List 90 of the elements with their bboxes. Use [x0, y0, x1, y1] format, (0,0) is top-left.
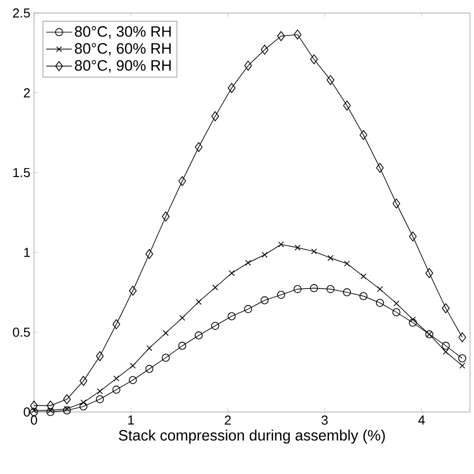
- point: [294, 285, 302, 294]
- point: [244, 305, 252, 314]
- point: [62, 406, 71, 414]
- point: [162, 211, 170, 222]
- point: [277, 31, 285, 42]
- point: [326, 75, 334, 86]
- point: [408, 318, 417, 327]
- point: [112, 319, 120, 330]
- point: [260, 44, 268, 55]
- point: [392, 198, 400, 209]
- point: [46, 408, 54, 416]
- point: [310, 54, 318, 64]
- point: [442, 303, 450, 314]
- x-axis-title: Stack compression during assembly (%): [118, 430, 385, 444]
- point: [442, 342, 450, 350]
- point: [393, 300, 400, 306]
- point: [376, 162, 384, 173]
- point: [442, 348, 449, 355]
- point: [178, 176, 186, 186]
- point: [343, 100, 351, 111]
- point: [80, 376, 88, 386]
- x-tick-label: 1: [128, 416, 134, 424]
- x-tick-label: 2: [224, 416, 231, 425]
- point: [63, 394, 71, 404]
- legend-label: 80°C, 30% RH: [74, 26, 171, 39]
- point: [311, 248, 317, 254]
- point: [128, 286, 137, 296]
- point: [262, 252, 268, 258]
- point: [130, 362, 136, 369]
- point: [328, 255, 334, 261]
- point: [145, 364, 154, 373]
- point: [245, 260, 252, 266]
- y-tick-label: 1: [24, 248, 30, 257]
- point: [342, 288, 351, 296]
- point: [392, 308, 400, 316]
- point: [113, 376, 120, 382]
- point: [79, 402, 88, 410]
- point: [310, 284, 318, 292]
- point: [459, 362, 466, 369]
- point: [178, 342, 186, 350]
- y-tick-label: 1.5: [13, 168, 30, 178]
- point: [294, 244, 300, 251]
- point: [128, 376, 137, 384]
- point: [64, 406, 70, 412]
- point: [376, 298, 384, 307]
- point: [211, 111, 220, 122]
- x-tick-label: 4: [418, 416, 425, 424]
- point: [145, 248, 154, 259]
- legend-label: 80°C, 90% RH: [74, 60, 171, 73]
- point: [96, 395, 104, 404]
- point: [359, 292, 368, 300]
- point: [212, 284, 218, 290]
- point: [344, 260, 350, 267]
- point: [228, 312, 236, 320]
- point: [278, 241, 284, 248]
- point: [162, 354, 170, 362]
- y-tick-label: 0.5: [12, 328, 30, 337]
- point: [194, 331, 203, 340]
- x-tick-label: 3: [322, 416, 328, 425]
- y-tick-label: 2.5: [13, 8, 30, 18]
- point: [326, 285, 334, 294]
- y-tick-label: 0: [24, 407, 30, 417]
- point: [260, 296, 269, 304]
- point: [112, 386, 120, 394]
- point: [294, 30, 302, 40]
- point: [146, 345, 152, 352]
- point: [228, 83, 236, 94]
- legend-label: 80°C, 60% RH: [74, 43, 171, 56]
- point: [408, 231, 417, 242]
- point: [277, 290, 286, 299]
- point: [425, 268, 434, 278]
- point: [211, 322, 220, 330]
- point: [376, 286, 383, 292]
- x-tick-label: 0: [30, 416, 38, 425]
- point: [30, 400, 38, 411]
- point: [48, 407, 54, 414]
- point: [96, 388, 103, 394]
- point: [194, 142, 203, 152]
- point: [244, 60, 252, 71]
- point: [162, 330, 169, 336]
- point: [179, 314, 186, 321]
- point: [196, 298, 202, 305]
- point: [46, 400, 54, 411]
- y-tick-label: 2: [24, 88, 30, 98]
- point: [458, 354, 466, 362]
- point: [228, 270, 235, 276]
- point: [360, 273, 366, 280]
- point: [458, 332, 466, 342]
- point: [96, 351, 104, 362]
- point: [360, 130, 368, 140]
